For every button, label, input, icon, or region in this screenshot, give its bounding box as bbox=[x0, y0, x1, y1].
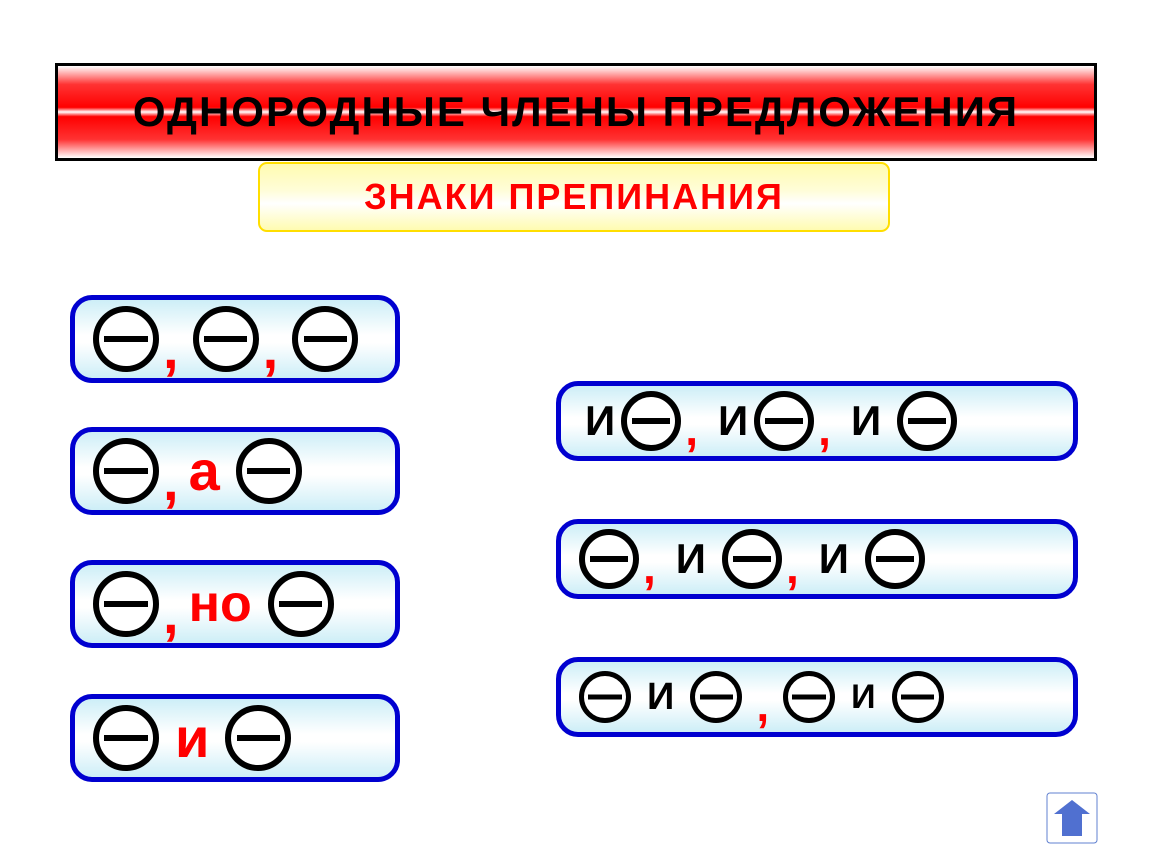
comma: , bbox=[163, 586, 179, 642]
conj-i: И bbox=[851, 680, 875, 714]
member-circle-icon bbox=[754, 391, 814, 451]
pattern-i-i-i: И , И , И bbox=[556, 381, 1078, 461]
page-subtitle: ЗНАКИ ПРЕПИНАНИЯ bbox=[364, 176, 784, 218]
comma: , bbox=[818, 406, 831, 452]
pattern-single-i: и bbox=[70, 694, 400, 782]
comma: , bbox=[163, 453, 179, 509]
member-circle-icon bbox=[722, 529, 782, 589]
member-circle-icon bbox=[93, 705, 159, 771]
member-circle-icon bbox=[783, 671, 835, 723]
member-circle-icon bbox=[93, 306, 159, 372]
title-bar: ОДНОРОДНЫЕ ЧЛЕНЫ ПРЕДЛОЖЕНИЯ bbox=[55, 63, 1097, 161]
member-circle-icon bbox=[621, 391, 681, 451]
comma: , bbox=[163, 321, 179, 377]
pattern-o-i-o-i-o: , И , И bbox=[556, 519, 1078, 599]
page-title: ОДНОРОДНЫЕ ЧЛЕНЫ ПРЕДЛОЖЕНИЯ bbox=[133, 88, 1019, 136]
member-circle-icon bbox=[268, 571, 334, 637]
pattern-pairs: И , И bbox=[556, 657, 1078, 737]
conj-no: но bbox=[189, 578, 252, 630]
member-circle-icon bbox=[579, 671, 631, 723]
member-circle-icon bbox=[225, 705, 291, 771]
conj-i: И bbox=[851, 400, 881, 442]
pattern-comma-list: , , bbox=[70, 295, 400, 383]
conj-i: и bbox=[175, 710, 209, 766]
pattern-no: , но bbox=[70, 560, 400, 648]
return-icon[interactable] bbox=[1046, 792, 1098, 844]
member-circle-icon bbox=[193, 306, 259, 372]
conj-i: И bbox=[718, 400, 748, 442]
comma: , bbox=[685, 406, 698, 452]
member-circle-icon bbox=[236, 438, 302, 504]
member-circle-icon bbox=[292, 306, 358, 372]
conj-a: а bbox=[189, 443, 220, 499]
member-circle-icon bbox=[865, 529, 925, 589]
comma: , bbox=[643, 544, 656, 590]
member-circle-icon bbox=[93, 571, 159, 637]
conj-i: И bbox=[647, 678, 674, 716]
member-circle-icon bbox=[897, 391, 957, 451]
member-circle-icon bbox=[579, 529, 639, 589]
pattern-a: , а bbox=[70, 427, 400, 515]
conj-i: И bbox=[676, 538, 706, 580]
member-circle-icon bbox=[93, 438, 159, 504]
member-circle-icon bbox=[892, 671, 944, 723]
comma: , bbox=[756, 682, 769, 728]
comma: , bbox=[786, 544, 799, 590]
conj-i: И bbox=[819, 538, 849, 580]
subtitle-bar: ЗНАКИ ПРЕПИНАНИЯ bbox=[258, 162, 890, 232]
member-circle-icon bbox=[690, 671, 742, 723]
conj-i: И bbox=[585, 400, 615, 442]
comma: , bbox=[263, 321, 279, 377]
